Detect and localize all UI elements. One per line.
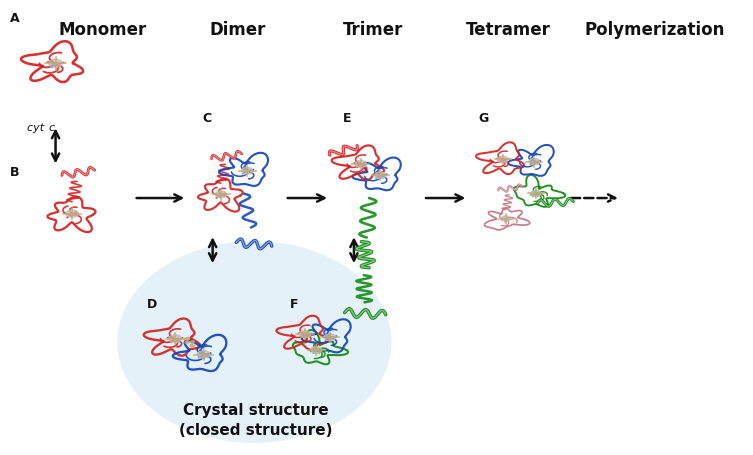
- Text: A: A: [10, 12, 20, 25]
- Text: B: B: [10, 166, 20, 179]
- Circle shape: [529, 158, 540, 165]
- Text: Trimer: Trimer: [343, 21, 403, 39]
- Text: C: C: [202, 112, 212, 125]
- Text: Crystal structure
(closed structure): Crystal structure (closed structure): [179, 403, 333, 438]
- Text: Dimer: Dimer: [209, 21, 266, 39]
- Ellipse shape: [117, 241, 392, 443]
- Text: Tetramer: Tetramer: [465, 21, 550, 39]
- Text: Monomer: Monomer: [58, 21, 146, 39]
- Circle shape: [242, 167, 253, 174]
- Text: E: E: [343, 112, 351, 125]
- Circle shape: [501, 216, 511, 221]
- Circle shape: [197, 351, 210, 359]
- Text: Polymerization: Polymerization: [584, 21, 725, 39]
- Circle shape: [300, 331, 311, 338]
- Text: F: F: [290, 298, 299, 311]
- Text: cyt: cyt: [27, 123, 48, 133]
- Circle shape: [49, 59, 62, 67]
- Circle shape: [355, 161, 367, 167]
- Circle shape: [531, 190, 541, 197]
- Circle shape: [324, 334, 336, 341]
- Circle shape: [215, 191, 227, 198]
- Circle shape: [66, 210, 78, 217]
- Text: c: c: [48, 123, 54, 133]
- Text: D: D: [148, 298, 157, 311]
- Text: G: G: [478, 112, 488, 125]
- Circle shape: [374, 172, 386, 179]
- Circle shape: [498, 156, 508, 163]
- Circle shape: [311, 347, 322, 354]
- Circle shape: [169, 335, 181, 343]
